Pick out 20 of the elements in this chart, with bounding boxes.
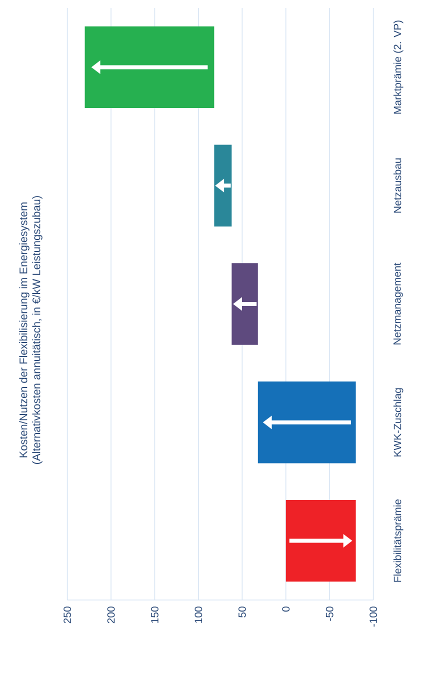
y-tick-label: KWK-Zuschlag [394,388,404,456]
x-tick-label: 250 [64,606,72,624]
x-tick-label: 50 [238,606,246,618]
x-tick-label: 200 [107,606,115,624]
x-tick-label: 150 [151,606,158,623]
y-tick-label: Netzmanagement [394,262,403,344]
x-tick-label: -50 [326,606,334,621]
bar [232,263,258,345]
x-tick-label: 0 [282,606,290,612]
bar [286,500,356,582]
bar [258,382,356,464]
bar [84,26,214,108]
text: (Alternativkosten annuitätisch, in €/kW Leistungszubau) [32,196,42,464]
y-tick-label: Marktprämie (2. VP) [394,20,404,114]
x-tick-label: 100 [194,606,202,623]
text: Kosten/Nutzen der Flexibilisierung im Energiesystem [19,202,30,458]
y-tick-label: Flexibilitätsprämie [394,499,404,582]
bar [214,144,232,226]
y-tick-label: Netzausbau [394,158,402,213]
x-tick-label: -100 [370,606,378,627]
